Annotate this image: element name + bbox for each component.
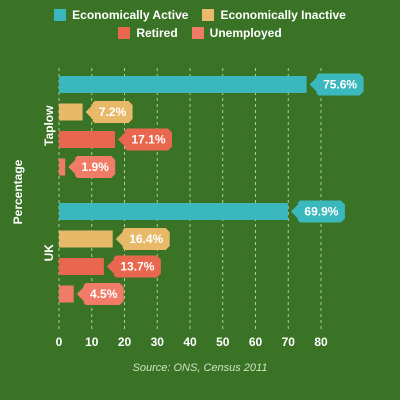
- bar: [59, 203, 288, 220]
- data-label-bubble: [85, 101, 133, 123]
- data-label-bubble: [290, 200, 345, 223]
- data-label-bubble: [115, 228, 170, 250]
- x-tick-label: 30: [151, 335, 165, 349]
- data-label: 13.7%: [120, 260, 154, 274]
- x-tick-label: 80: [314, 335, 328, 349]
- legend: Economically Active Economically Inactiv…: [0, 8, 400, 40]
- data-label: 75.6%: [323, 78, 357, 92]
- data-label-bubble: [118, 128, 173, 151]
- legend-item-retired[interactable]: Retired: [118, 26, 178, 40]
- x-tick-label: 40: [183, 335, 197, 349]
- legend-swatch-unemployed: [191, 27, 204, 39]
- source-note: Source: ONS, Census 2011: [132, 362, 268, 374]
- legend-item-economically-inactive[interactable]: Economically Inactive: [202, 8, 346, 22]
- legend-label-retired: Retired: [136, 26, 178, 40]
- data-label-bubble: [309, 73, 364, 96]
- data-label: 1.9%: [82, 160, 110, 174]
- bar: [59, 258, 104, 275]
- x-tick-label: 60: [249, 335, 263, 349]
- data-label: 17.1%: [131, 133, 165, 147]
- data-label-bubble: [76, 283, 124, 305]
- bar: [59, 131, 116, 148]
- category-label: UK: [42, 244, 56, 262]
- x-tick-label: 20: [118, 335, 132, 349]
- bar: [59, 158, 66, 176]
- data-label: 4.5%: [90, 287, 118, 301]
- data-label: 16.4%: [129, 232, 163, 246]
- legend-swatch-retired: [118, 27, 131, 39]
- legend-label-unemployed: Unemployed: [209, 26, 282, 40]
- data-label-bubble: [106, 255, 161, 278]
- x-tick-label: 70: [282, 335, 296, 349]
- legend-item-economically-active[interactable]: Economically Active: [54, 8, 188, 22]
- data-label: 7.2%: [99, 105, 127, 119]
- x-tick-label: 50: [216, 335, 230, 349]
- x-tick-label: 0: [56, 335, 63, 349]
- bar: [59, 230, 113, 248]
- category-label: Taplow: [42, 105, 56, 146]
- legend-swatch-economically-active: [54, 9, 67, 21]
- legend-label-economically-active: Economically Active: [72, 8, 189, 22]
- bar: [59, 76, 307, 93]
- legend-swatch-economically-inactive: [202, 9, 215, 21]
- data-label: 69.9%: [304, 205, 338, 219]
- x-tick-label: 10: [85, 335, 99, 349]
- bar: [59, 285, 74, 303]
- legend-item-unemployed[interactable]: Unemployed: [191, 26, 282, 40]
- legend-label-economically-inactive: Economically Inactive: [220, 8, 346, 22]
- data-label-bubble: [68, 156, 116, 178]
- bar: [59, 103, 83, 121]
